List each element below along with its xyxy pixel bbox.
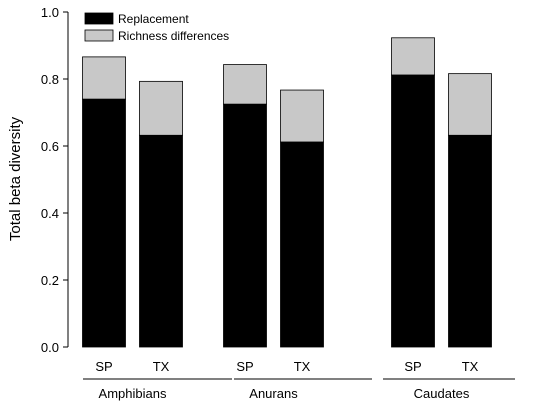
bar-richness-differences-0: [82, 56, 126, 100]
y-tick-label: 0.2: [41, 273, 59, 288]
bar-richness-differences-4: [391, 37, 435, 76]
bar-replacement-2: [223, 103, 267, 348]
y-tick-label: 0.0: [41, 340, 59, 355]
y-ticks: 0.0 0.2 0.4 0.6 0.8 1.0: [41, 5, 68, 355]
x-groups: Amphibians Anurans Caudates: [83, 378, 515, 401]
group-label: Caudates: [414, 386, 470, 401]
bars-layer: [82, 37, 492, 348]
legend-label-richness-differences: Richness differences: [118, 29, 229, 43]
y-tick-label: 0.8: [41, 72, 59, 87]
bar-replacement-1: [139, 134, 183, 348]
x-tick-label: SP: [95, 359, 112, 374]
bar-richness-differences-1: [139, 80, 183, 136]
group-label: Amphibians: [99, 386, 167, 401]
legend-swatch-richness-differences: [84, 29, 114, 42]
y-axis-label: Total beta diversity: [7, 116, 24, 241]
bar-richness-differences-5: [448, 73, 492, 136]
y-tick-label: 0.4: [41, 206, 59, 221]
group-label: Anurans: [249, 386, 298, 401]
bar-replacement-5: [448, 134, 492, 348]
x-tick-label: TX: [462, 359, 479, 374]
bar-richness-differences-3: [280, 89, 324, 143]
bar-replacement-0: [82, 98, 126, 348]
bar-replacement-4: [391, 74, 435, 348]
x-ticks: SP TX SP TX SP TX: [95, 359, 478, 374]
legend: Replacement Richness differences: [84, 12, 229, 43]
y-tick-label: 1.0: [41, 5, 59, 20]
bar-replacement-3: [280, 141, 324, 348]
bar-richness-differences-2: [223, 64, 267, 105]
x-tick-label: SP: [404, 359, 421, 374]
x-tick-label: SP: [236, 359, 253, 374]
y-tick-label: 0.6: [41, 139, 59, 154]
legend-swatch-replacement: [84, 12, 114, 25]
legend-label-replacement: Replacement: [118, 12, 189, 26]
x-tick-label: TX: [153, 359, 170, 374]
x-tick-label: TX: [294, 359, 311, 374]
